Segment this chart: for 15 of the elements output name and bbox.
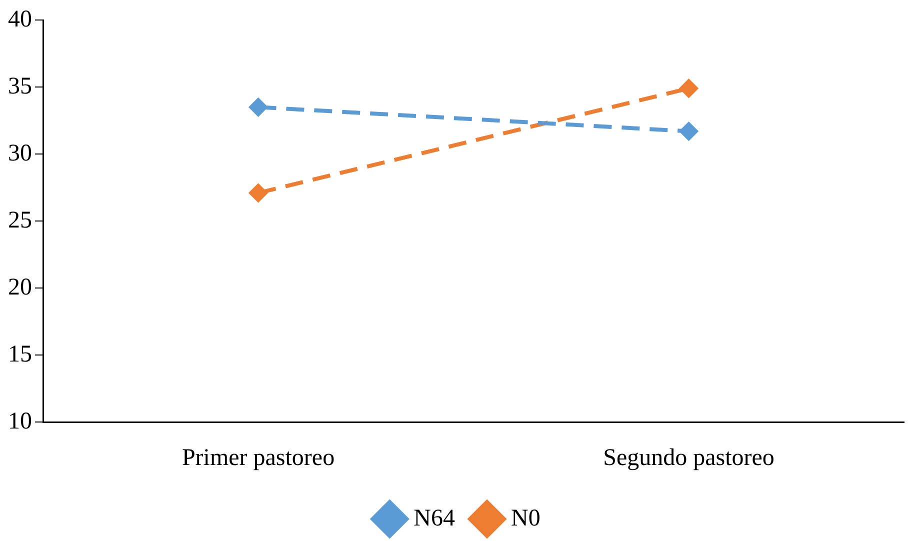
point [680,122,698,140]
y-tick-label: 20 [8,274,32,300]
legend-label: N0 [511,505,540,532]
y-tick-label: 15 [8,341,32,368]
x-tick-label: Primer pastoreo [182,444,335,471]
y-tick-label: 35 [8,73,32,100]
point [680,79,698,98]
y-tick-label: 40 [8,6,32,32]
point [249,184,268,202]
legend-label: N64 [414,505,456,532]
point [249,98,268,116]
y-tick-label: 10 [8,408,32,434]
x-tick-label: Segundo pastoreo [603,444,774,471]
y-tick-label: 30 [8,140,32,166]
y-tick-label: 25 [8,207,32,234]
